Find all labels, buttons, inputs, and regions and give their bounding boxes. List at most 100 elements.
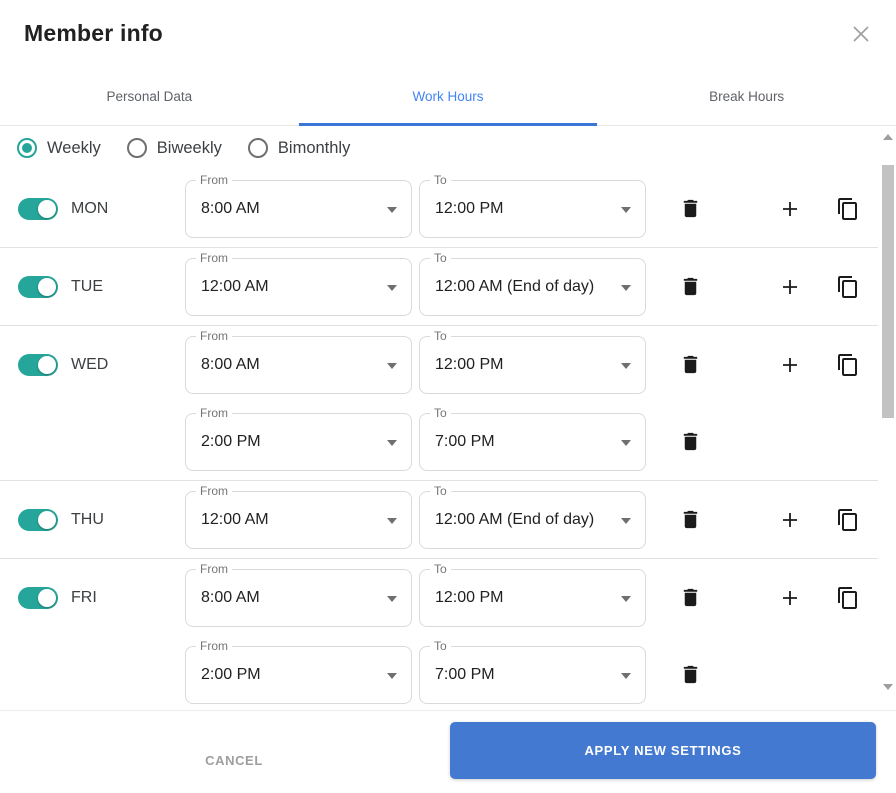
day-group-thu: THU From 12:00 AM To 12:00 AM (End of da…: [0, 481, 878, 559]
to-field-label: To: [430, 561, 451, 576]
tue-interval-row: TUE From 12:00 AM To 12:00 AM (End of da…: [0, 248, 878, 325]
thu-copy-day-button[interactable]: [835, 507, 861, 533]
tue-to-value: 12:00 AM (End of day): [435, 277, 595, 295]
tue-toggle[interactable]: [18, 275, 58, 298]
thu-toggle[interactable]: [18, 508, 58, 531]
toggle-knob: [38, 355, 56, 374]
dropdown-arrow-icon: [621, 672, 631, 679]
radio-biweekly[interactable]: Biweekly: [126, 138, 222, 158]
fri-to-value-1: 12:00 PM: [435, 588, 504, 606]
radio-bimonthly[interactable]: Bimonthly: [247, 138, 351, 158]
radio-unselected-icon: [247, 138, 268, 158]
apply-new-settings-button[interactable]: APPLY NEW SETTINGS: [450, 722, 876, 779]
day-group-wed: WED From 8:00 AM To 12:00 PM: [0, 326, 878, 481]
mon-delete-interval-button[interactable]: [677, 196, 703, 222]
wed-to-value-2: 7:00 PM: [435, 432, 495, 450]
thu-add-interval-button[interactable]: [777, 507, 803, 533]
radio-weekly[interactable]: Weekly: [17, 138, 101, 158]
to-field-label: To: [430, 250, 451, 265]
from-field-label: From: [196, 561, 232, 576]
trash-icon: [683, 665, 697, 684]
tue-delete-interval-button[interactable]: [677, 274, 703, 300]
radio-bimonthly-label: Bimonthly: [277, 138, 351, 157]
copy-icon: [838, 353, 857, 376]
cancel-button[interactable]: CANCEL: [168, 753, 300, 768]
fri-interval-row-2: From 2:00 PM To 7:00 PM: [0, 636, 878, 710]
scrollbar[interactable]: [880, 126, 896, 710]
fri-delete-interval-1-button[interactable]: [677, 585, 703, 611]
dropdown-arrow-icon: [621, 595, 631, 602]
scroll-down-icon[interactable]: [883, 684, 893, 690]
tab-personal-data[interactable]: Personal Data: [106, 89, 193, 104]
tab-work-hours[interactable]: Work Hours: [298, 62, 598, 126]
toggle-knob: [38, 588, 56, 607]
plus-icon: [783, 512, 797, 527]
tue-from-value: 12:00 AM: [201, 277, 269, 295]
wed-from-value-2: 2:00 PM: [201, 432, 261, 450]
radio-weekly-label: Weekly: [47, 138, 101, 157]
trash-icon: [683, 588, 697, 607]
mon-to-value: 12:00 PM: [435, 199, 504, 217]
dropdown-arrow-icon: [621, 362, 631, 369]
fri-toggle[interactable]: [18, 586, 58, 609]
thu-interval-row: THU From 12:00 AM To 12:00 AM (End of da…: [0, 481, 878, 558]
day-group-fri: FRI From 8:00 AM To 12:00 PM: [0, 559, 878, 710]
tue-copy-day-button[interactable]: [835, 274, 861, 300]
copy-icon: [838, 586, 857, 609]
fri-from-value-1: 8:00 AM: [201, 588, 260, 606]
to-field-label: To: [430, 405, 451, 420]
fri-copy-day-button[interactable]: [835, 585, 861, 611]
to-field-label: To: [430, 638, 451, 653]
close-x-glyph: [853, 26, 869, 42]
dropdown-arrow-icon: [387, 362, 397, 369]
wed-add-interval-button[interactable]: [777, 352, 803, 378]
wed-from-select-1[interactable]: From 8:00 AM: [185, 328, 412, 394]
dialog-header: Member info: [0, 0, 896, 62]
dropdown-arrow-icon: [621, 206, 631, 213]
fri-add-interval-button[interactable]: [777, 585, 803, 611]
mon-to-select[interactable]: To 12:00 PM: [419, 172, 646, 238]
dropdown-arrow-icon: [387, 672, 397, 679]
toggle-knob: [38, 199, 56, 218]
from-field-label: From: [196, 405, 232, 420]
fri-from-select-2[interactable]: From 2:00 PM: [185, 638, 412, 704]
wed-from-select-2[interactable]: From 2:00 PM: [185, 405, 412, 471]
mon-from-select[interactable]: From 8:00 AM: [185, 172, 412, 238]
fri-from-select-1[interactable]: From 8:00 AM: [185, 561, 412, 627]
to-field-label: To: [430, 172, 451, 187]
tue-add-interval-button[interactable]: [777, 274, 803, 300]
wed-to-select-2[interactable]: To 7:00 PM: [419, 405, 646, 471]
toggle-knob: [38, 277, 56, 296]
dropdown-arrow-icon: [387, 439, 397, 446]
thu-delete-interval-button[interactable]: [677, 507, 703, 533]
fri-to-value-2: 7:00 PM: [435, 665, 495, 683]
tue-to-select[interactable]: To 12:00 AM (End of day): [419, 250, 646, 316]
plus-icon: [783, 357, 797, 372]
close-icon[interactable]: [848, 22, 874, 48]
wed-toggle[interactable]: [18, 353, 58, 376]
dropdown-arrow-icon: [621, 284, 631, 291]
mon-from-value: 8:00 AM: [201, 199, 260, 217]
wed-delete-interval-1-button[interactable]: [677, 352, 703, 378]
tue-from-select[interactable]: From 12:00 AM: [185, 250, 412, 316]
dropdown-arrow-icon: [387, 517, 397, 524]
scroll-up-icon[interactable]: [883, 134, 893, 140]
wed-copy-day-button[interactable]: [835, 352, 861, 378]
tab-break-hours[interactable]: Break Hours: [709, 89, 785, 104]
wed-to-select-1[interactable]: To 12:00 PM: [419, 328, 646, 394]
fri-delete-interval-2-button[interactable]: [677, 662, 703, 688]
scrollbar-thumb[interactable]: [882, 165, 894, 418]
wed-delete-interval-2-button[interactable]: [677, 429, 703, 455]
mon-toggle[interactable]: [18, 197, 58, 220]
dialog-footer: CANCEL APPLY NEW SETTINGS: [0, 710, 896, 793]
wed-interval-row-2: From 2:00 PM To 7:00 PM: [0, 403, 878, 480]
fri-to-select-1[interactable]: To 12:00 PM: [419, 561, 646, 627]
thu-from-select[interactable]: From 12:00 AM: [185, 483, 412, 549]
mon-copy-day-button[interactable]: [835, 196, 861, 222]
mon-add-interval-button[interactable]: [777, 196, 803, 222]
trash-icon: [683, 510, 697, 529]
thu-to-select[interactable]: To 12:00 AM (End of day): [419, 483, 646, 549]
plus-icon: [783, 590, 797, 605]
fri-to-select-2[interactable]: To 7:00 PM: [419, 638, 646, 704]
